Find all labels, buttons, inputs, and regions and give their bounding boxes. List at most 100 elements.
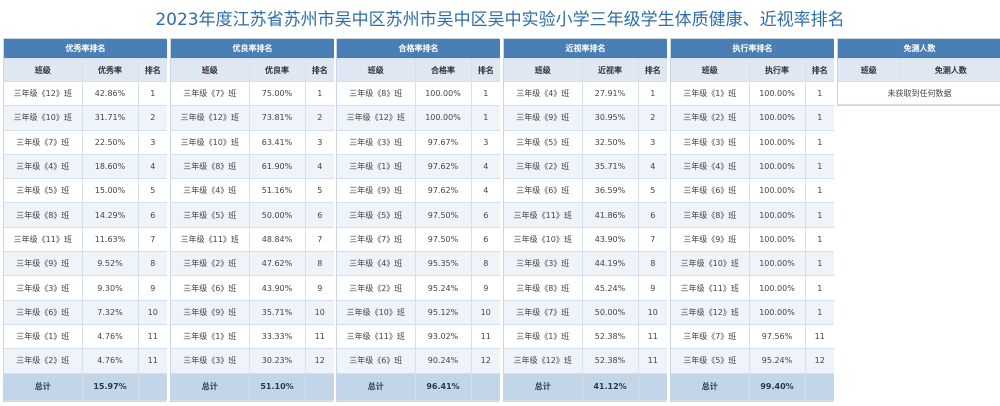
class-cell: 三年级《12》班 [337,105,416,131]
rate-cell: 4.76% [82,348,139,374]
table-row: 三年级《3》班 9.30% 9 [4,275,168,301]
class-cell: 三年级《11》班 [171,227,250,253]
class-cell: 三年级《8》班 [171,154,250,180]
rate-cell: 35.71% [249,300,306,325]
rank-cell: 1 [471,105,501,131]
col-class-header: 班级 [4,58,83,82]
total-label: 总计 [4,373,83,401]
rank-cell: 1 [805,300,835,325]
panel-myopia-rate: 近视率排名 班级 近视率 排名 三年级《4》班 27.91% 1 三年级《9》班 30.… [503,38,668,402]
rank-cell: 1 [805,178,835,204]
panel-title: 免测人数 [838,39,1000,59]
table-row: 三年级《11》班 100.00% 1 [671,275,835,301]
rate-cell: 22.50% [82,130,139,155]
table-row: 三年级《11》班 93.02% 11 [337,324,501,350]
rate-cell: 100.00% [415,105,472,131]
table-row: 三年级《9》班 9.52% 8 [4,251,168,277]
rate-cell: 95.35% [415,251,472,277]
rate-cell: 97.62% [415,178,472,204]
rate-cell: 9.30% [82,275,139,301]
rate-cell: 90.24% [415,348,472,374]
class-cell: 三年级《8》班 [504,275,583,301]
rate-cell: 33.33% [249,324,306,350]
table-row: 三年级《5》班 97.50% 6 [337,202,501,228]
class-cell: 三年级《4》班 [671,154,750,180]
rank-cell: 2 [138,105,168,131]
class-cell: 三年级《2》班 [337,275,416,301]
empty-message: 未获取到任何数据 [838,81,1000,105]
rank-cell: 2 [305,105,335,131]
table-row: 三年级《12》班 73.81% 2 [171,105,335,131]
total-rank-empty [305,373,335,401]
rate-cell: 15.00% [82,178,139,204]
table-row: 三年级《2》班 4.76% 11 [4,348,168,374]
rank-cell: 8 [471,251,501,277]
rate-cell: 100.00% [749,251,806,277]
class-cell: 三年级《3》班 [337,130,416,155]
rank-cell: 3 [138,130,168,155]
table-row: 三年级《1》班 4.76% 11 [4,324,168,350]
rate-cell: 63.41% [249,130,306,155]
rate-cell: 61.90% [249,154,306,180]
table-row: 三年级《8》班 61.90% 4 [171,154,335,180]
ranking-table: 优良率排名 班级 优良率 排名 三年级《7》班 75.00% 1 三年级《12》班 73… [171,39,335,401]
table-row: 三年级《12》班 52.38% 11 [504,348,668,374]
table-row: 三年级《12》班 100.00% 1 [337,105,501,131]
total-value: 96.41% [415,373,472,401]
table-row: 三年级《4》班 18.60% 4 [4,154,168,180]
ranking-table: 近视率排名 班级 近视率 排名 三年级《4》班 27.91% 1 三年级《9》班 30.… [504,39,668,401]
class-cell: 三年级《5》班 [504,130,583,155]
rate-cell: 9.52% [82,251,139,277]
rank-cell: 12 [471,348,501,374]
table-row: 三年级《9》班 35.71% 10 [171,300,335,325]
rate-cell: 97.50% [415,202,472,228]
rank-cell: 11 [638,324,668,350]
class-cell: 三年级《1》班 [4,324,83,350]
class-cell: 三年级《9》班 [671,227,750,253]
rate-cell: 11.63% [82,227,139,253]
table-row: 三年级《1》班 33.33% 11 [171,324,335,350]
col-rank-header: 排名 [805,58,835,82]
class-cell: 三年级《7》班 [337,227,416,253]
rate-cell: 18.60% [82,154,139,180]
class-cell: 三年级《4》班 [504,81,583,107]
rank-cell: 7 [138,227,168,253]
table-row: 三年级《10》班 63.41% 3 [171,130,335,155]
panel-title: 优秀率排名 [4,39,168,59]
col-class-header: 班级 [337,58,416,82]
rank-cell: 10 [138,300,168,325]
rate-cell: 100.00% [415,81,472,107]
table-row: 三年级《5》班 32.50% 3 [504,130,668,155]
class-cell: 三年级《11》班 [4,227,83,253]
rate-cell: 100.00% [749,300,806,325]
table-row: 三年级《4》班 100.00% 1 [671,154,835,180]
ranking-table: 合格率排名 班级 合格率 排名 三年级《8》班 100.00% 1 三年级《12》班 1… [337,39,501,401]
total-label: 总计 [671,373,750,401]
class-cell: 三年级《3》班 [171,348,250,374]
rate-cell: 100.00% [749,105,806,131]
rate-cell: 36.59% [582,178,639,204]
rank-cell: 1 [805,251,835,277]
rank-cell: 8 [138,251,168,277]
rank-cell: 6 [305,202,335,228]
table-row: 三年级《2》班 100.00% 1 [671,105,835,131]
class-cell: 三年级《6》班 [4,300,83,325]
rate-cell: 100.00% [749,81,806,107]
rank-cell: 3 [471,130,501,155]
class-cell: 三年级《4》班 [337,251,416,277]
rank-cell: 5 [305,178,335,204]
class-cell: 三年级《11》班 [504,202,583,228]
rate-cell: 14.29% [82,202,139,228]
table-row: 三年级《6》班 90.24% 12 [337,348,501,374]
rate-cell: 4.76% [82,324,139,350]
rate-cell: 97.62% [415,154,472,180]
class-cell: 三年级《12》班 [4,81,83,107]
rate-cell: 27.91% [582,81,639,107]
table-row: 三年级《12》班 100.00% 1 [671,300,835,325]
class-cell: 三年级《9》班 [4,251,83,277]
col-class-header: 班级 [838,58,901,82]
rate-cell: 97.56% [749,324,806,350]
class-cell: 三年级《2》班 [504,154,583,180]
class-cell: 三年级《9》班 [504,105,583,131]
class-cell: 三年级《8》班 [4,202,83,228]
